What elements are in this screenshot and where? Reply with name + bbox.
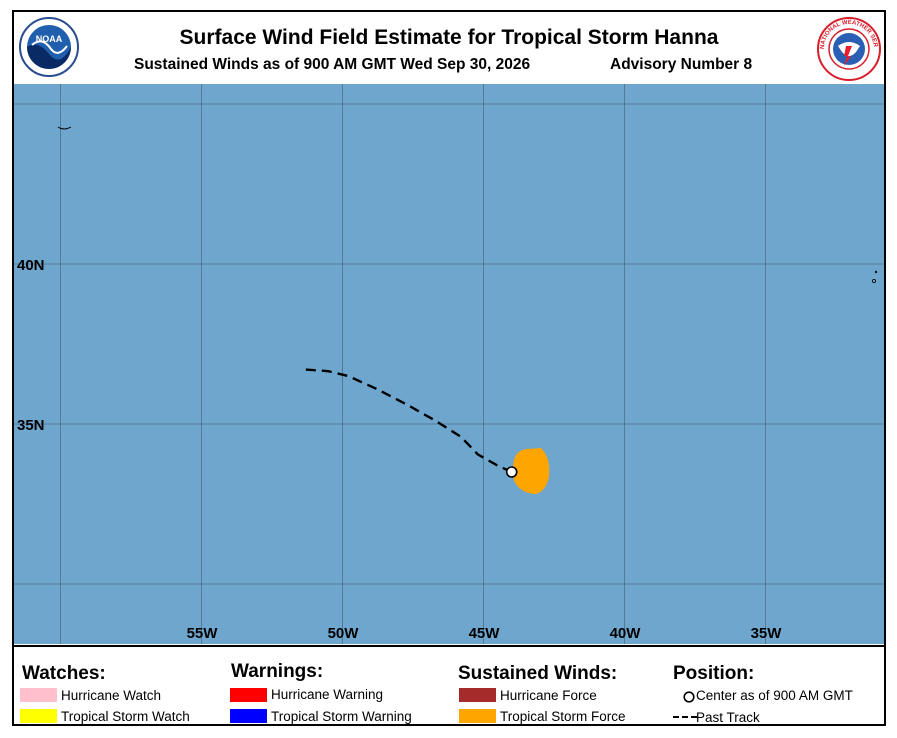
header: NOAA Surface Wind Field Estimate for Tro… <box>14 12 884 84</box>
hurricane-watch-label: Hurricane Watch <box>61 688 162 703</box>
hurricane-warning-label: Hurricane Warning <box>271 687 384 702</box>
sustained-winds-heading: Sustained Winds: <box>458 663 618 684</box>
ocean <box>14 84 884 644</box>
lon-label-50w: 50W <box>328 625 360 642</box>
nws-logo-icon: NATIONAL WEATHER SERVICE <box>816 16 881 81</box>
map-area: 40N 35N 55W 50W 45W 40W 35W <box>14 84 884 644</box>
center-position-label: Center as of 900 AM GMT <box>696 688 853 703</box>
map-subtitle: Sustained Winds as of 900 AM GMT Wed Sep… <box>134 56 531 73</box>
past-track-label: Past Track <box>696 710 760 725</box>
lat-labels: 40N 35N <box>17 257 45 434</box>
legend: Watches: Hurricane Watch Tropical Storm … <box>14 645 884 726</box>
hurricane-force-label: Hurricane Force <box>500 688 597 703</box>
lon-label-45w: 45W <box>469 625 501 642</box>
position-heading: Position: <box>673 663 755 684</box>
center-marker-icon <box>683 691 695 703</box>
watches-heading: Watches: <box>22 663 106 684</box>
tropical-storm-wind-field <box>513 448 550 494</box>
lat-label-40n: 40N <box>17 257 45 274</box>
storm-center-marker <box>505 466 518 478</box>
map-title: Surface Wind Field Estimate for Tropical… <box>179 26 719 49</box>
azores-islands <box>872 270 878 283</box>
lat-label-35n: 35N <box>17 417 45 434</box>
warnings-heading: Warnings: <box>231 661 324 682</box>
hurricane-watch-swatch <box>20 688 57 702</box>
tropical-storm-warning-swatch <box>230 709 267 723</box>
svg-text:NOAA: NOAA <box>36 34 63 44</box>
hurricane-warning-swatch <box>230 688 267 702</box>
past-track <box>305 368 513 474</box>
tropical-storm-watch-swatch <box>20 709 57 723</box>
lon-label-35w: 35W <box>751 625 783 642</box>
tropical-storm-warning-label: Tropical Storm Warning <box>271 709 412 724</box>
hurricane-force-swatch <box>459 688 496 702</box>
tropical-storm-watch-label: Tropical Storm Watch <box>61 709 190 724</box>
graticule <box>14 84 884 644</box>
tropical-storm-force-label: Tropical Storm Force <box>500 709 626 724</box>
past-track-icon <box>673 716 697 718</box>
lon-labels: 55W 50W 45W 40W 35W <box>187 625 783 642</box>
advisory-number: Advisory Number 8 <box>610 56 753 73</box>
noaa-logo-icon: NOAA <box>19 17 79 77</box>
map-frame: NOAA Surface Wind Field Estimate for Tro… <box>12 10 886 726</box>
lon-label-40w: 40W <box>610 625 642 642</box>
tropical-storm-force-swatch <box>459 709 496 723</box>
lon-label-55w: 55W <box>187 625 219 642</box>
coastline-fragment <box>57 126 72 130</box>
